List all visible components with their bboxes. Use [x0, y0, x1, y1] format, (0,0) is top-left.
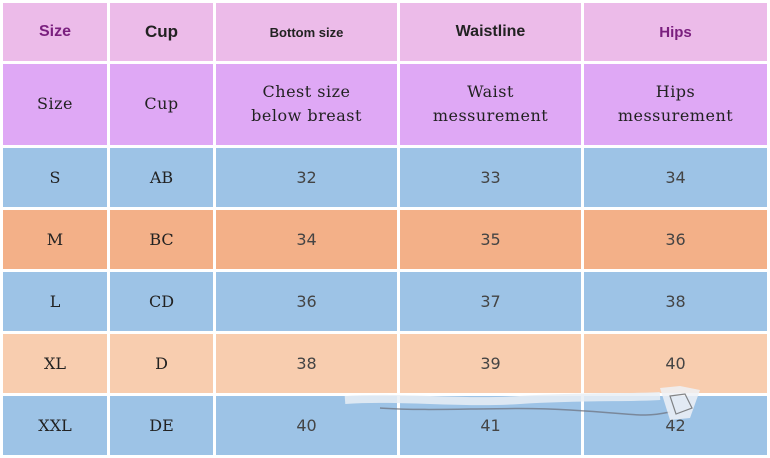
cell-bottom: 38: [216, 333, 397, 393]
cell-size: XL: [3, 333, 107, 393]
cell-bottom: 40: [216, 395, 397, 455]
subheader-cup: Cup: [110, 64, 213, 145]
subheader-hips: Hips messurement: [584, 64, 767, 145]
cell-hips: 40: [584, 333, 767, 393]
table-row: L CD 36 37 38: [3, 271, 767, 331]
table-row: XXL DE 40 41 42: [3, 395, 767, 455]
cell-cup: AB: [110, 147, 213, 207]
header-cup: Cup: [110, 3, 213, 62]
cell-cup: CD: [110, 271, 213, 331]
subheader-waist-line-2: messurement: [432, 106, 549, 126]
cell-waist: 35: [400, 209, 581, 269]
cell-cup: DE: [110, 395, 213, 455]
cell-size: L: [3, 271, 107, 331]
cell-waist: 39: [400, 333, 581, 393]
subheader-size-line: Size: [37, 94, 73, 114]
subheader-row: Size Cup Chest size below breast Waist mes…: [3, 64, 767, 145]
subheader-chest-line-1: Chest size: [262, 82, 351, 102]
table-row: S AB 32 33 34: [3, 147, 767, 207]
cell-cup: D: [110, 333, 213, 393]
header-hips: Hips: [584, 3, 767, 62]
cell-size: XXL: [3, 395, 107, 455]
subheader-waist-line-1: Waist: [467, 82, 514, 102]
cell-waist: 37: [400, 271, 581, 331]
cell-hips: 34: [584, 147, 767, 207]
cell-hips: 36: [584, 209, 767, 269]
header-row: Size Cup Bottom size Waistline Hips: [3, 3, 767, 62]
subheader-hips-line-1: Hips: [655, 82, 696, 102]
cell-waist: 33: [400, 147, 581, 207]
subheader-size: Size: [3, 64, 107, 145]
subheader-chest-line-2: below breast: [251, 106, 362, 126]
table-row: XL D 38 39 40: [3, 333, 767, 393]
table-row: M BC 34 35 36: [3, 209, 767, 269]
cell-bottom: 34: [216, 209, 397, 269]
subheader-hips-line-2: messurement: [617, 106, 734, 126]
header-size: Size: [3, 3, 107, 62]
cell-waist: 41: [400, 395, 581, 455]
cell-bottom: 32: [216, 147, 397, 207]
header-waistline: Waistline: [400, 3, 581, 62]
subheader-cup-line: Cup: [144, 94, 179, 114]
cell-hips: 42: [584, 395, 767, 455]
subheader-chest: Chest size below breast: [216, 64, 397, 145]
header-bottom-size: Bottom size: [216, 3, 397, 62]
cell-bottom: 36: [216, 271, 397, 331]
cell-cup: BC: [110, 209, 213, 269]
cell-hips: 38: [584, 271, 767, 331]
cell-size: S: [3, 147, 107, 207]
subheader-waist: Waist messurement: [400, 64, 581, 145]
cell-size: M: [3, 209, 107, 269]
